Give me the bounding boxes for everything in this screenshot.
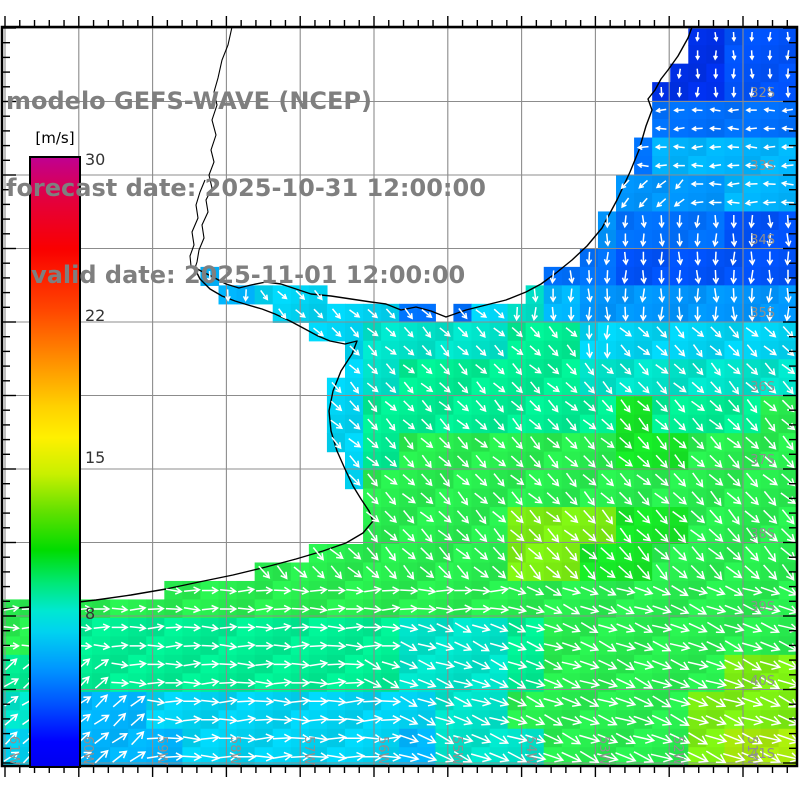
colorbar-units-label: [m/s] [35, 129, 75, 147]
lon-label-60W: 60W [79, 736, 95, 766]
colorbar-tick-22: 22 [85, 305, 106, 325]
lon-label-51W: 51W [744, 736, 759, 766]
lon-label-59W: 59W [153, 736, 169, 766]
lon-label-54W: 54W [522, 736, 538, 766]
colorbar [29, 156, 81, 768]
coastline [1, 26, 693, 610]
lon-label-52W: 52W [670, 736, 686, 766]
colorbar-tick-15: 15 [85, 448, 106, 468]
plot-title: modelo GEFS-WAVE (NCEP) forecast date: 2… [6, 29, 486, 348]
lat-label-34S: 34S [750, 232, 775, 248]
lat-label-41S: 41S [750, 747, 775, 762]
colorbar-tick-8: 8 [85, 603, 96, 623]
lat-label-37S: 37S [750, 453, 775, 468]
lat-label-36S: 36S [750, 379, 775, 395]
lat-label-39S: 39S [750, 600, 775, 615]
model-name: modelo GEFS-WAVE (NCEP) [6, 87, 372, 115]
lat-label-38S: 38S [750, 526, 775, 542]
lon-label-53W: 53W [596, 736, 612, 766]
lat-label-32S: 32S [750, 85, 775, 101]
colorbar-tick-30: 30 [85, 150, 106, 170]
map-frame-ticks [0, 16, 799, 777]
lat-label-35S: 35S [750, 306, 775, 321]
lon-label-58W: 58W [227, 736, 243, 766]
lon-label-56W: 56W [375, 736, 390, 766]
lon-label-61W: 61W [6, 736, 21, 766]
lat-label-40S: 40S [750, 673, 775, 689]
forecast-date: forecast date: 2025-10-31 12:00:00 [6, 174, 486, 202]
lon-label-55W: 55W [448, 736, 464, 766]
valid-date: valid date: 2025-11-01 12:00:00 [6, 261, 466, 289]
lat-label-33S: 33S [750, 159, 775, 174]
lon-label-57W: 57W [301, 736, 317, 766]
